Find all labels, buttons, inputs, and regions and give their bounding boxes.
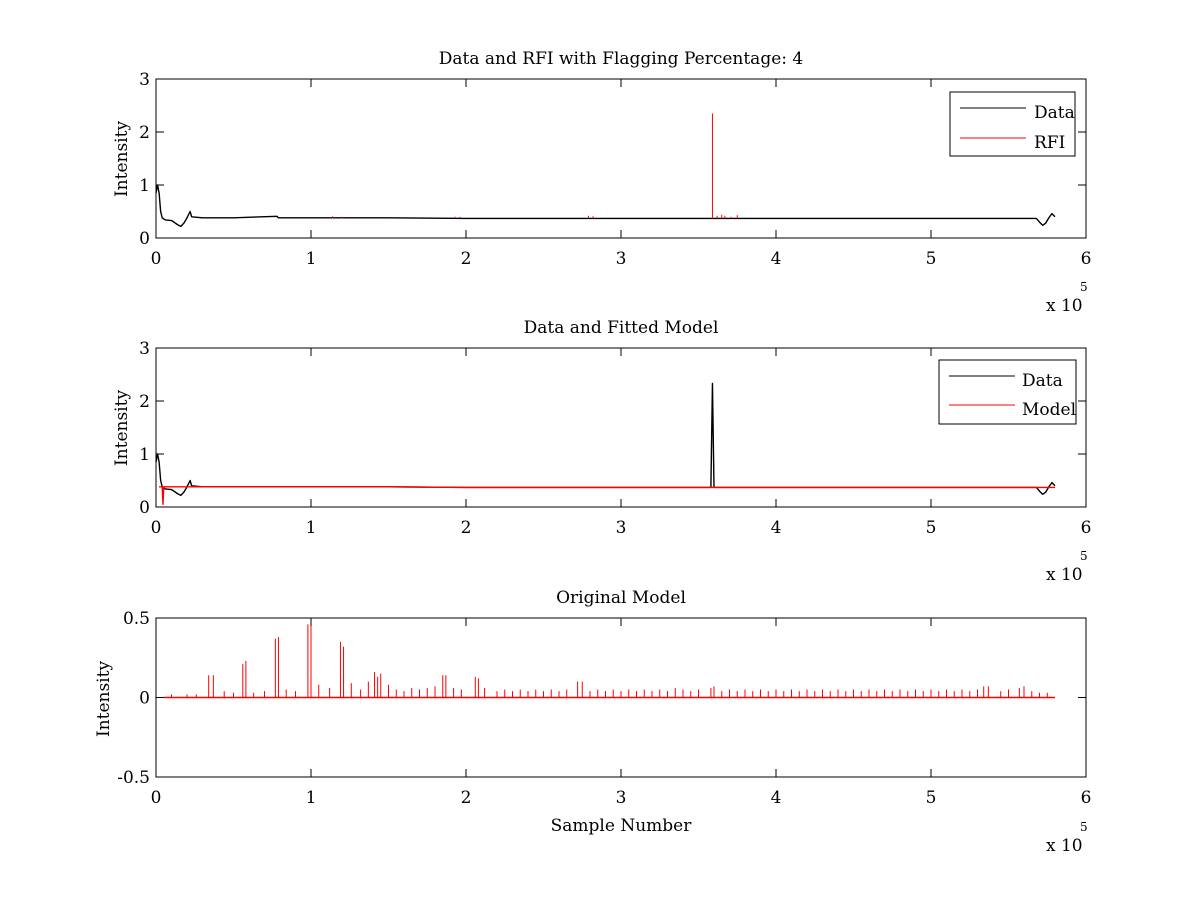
x-tick-label: 3 [616,249,627,269]
legend-box [949,91,1076,157]
series-1 [159,486,1055,506]
y-tick-label: 1 [139,445,150,465]
y-tick-label: 2 [139,123,150,143]
y-tick-label: -0.5 [117,768,150,788]
x-tick-label: 4 [771,518,782,538]
x-multiplier-exponent: 5 [1080,280,1088,294]
x-tick-label: 1 [306,788,317,808]
y-axis-label: Intensity [112,390,132,466]
x-multiplier-base: x 10 [1046,836,1083,856]
x-multiplier-exponent: 5 [1080,549,1088,563]
x-tick-label: 5 [926,518,937,538]
y-tick-label: 3 [139,70,150,90]
x-multiplier-exponent: 5 [1080,820,1088,834]
x-tick-label: 4 [771,788,782,808]
legend-label-data: Data [1034,103,1075,123]
x-tick-label: 2 [461,518,472,538]
y-tick-label: 2 [139,392,150,412]
x-tick-label: 5 [926,249,937,269]
subplot-title: Data and Fitted Model [524,318,719,338]
x-multiplier-base: x 10 [1046,296,1083,316]
series-line [159,486,1055,506]
y-tick-label: 0.5 [123,609,150,629]
x-tick-label: 1 [306,518,317,538]
y-tick-label: 0 [139,498,150,518]
legend-label-model: Model [1022,400,1076,420]
legend: Data RFI [949,91,1076,157]
y-axis-label: Intensity [112,121,132,197]
legend-box [938,359,1077,425]
series-0 [163,624,1055,699]
y-tick-label: 0 [139,689,150,709]
subplot-original-model: Original Model Intensity Sample Number 0… [94,588,1091,856]
x-axis-label: Sample Number [551,816,693,836]
x-tick-label: 0 [151,249,162,269]
x-tick-label: 5 [926,788,937,808]
legend: Data Model [938,359,1077,425]
legend-label-data: Data [1022,371,1063,391]
x-tick-label: 2 [461,788,472,808]
subplot-title: Data and RFI with Flagging Percentage: 4 [439,49,803,69]
x-tick-label: 2 [461,249,472,269]
y-tick-label: 3 [139,339,150,359]
y-tick-label: 1 [139,176,150,196]
x-tick-label: 0 [151,788,162,808]
x-tick-label: 3 [616,788,627,808]
x-tick-label: 0 [151,518,162,538]
series-line [155,184,1056,228]
series-0 [155,184,1056,228]
y-tick-label: 0 [139,229,150,249]
x-tick-label: 6 [1081,249,1092,269]
subplot-data-and-rfi: Data and RFI with Flagging Percentage: 4… [112,49,1091,316]
x-tick-label: 6 [1081,788,1092,808]
x-tick-label: 1 [306,249,317,269]
series-1 [332,113,738,219]
subplot-title: Original Model [556,588,686,608]
x-tick-label: 4 [771,249,782,269]
x-tick-label: 6 [1081,518,1092,538]
x-multiplier-base: x 10 [1046,565,1083,585]
y-axis-label: Intensity [94,661,114,737]
subplot-data-and-fitted-model: Data and Fitted Model Intensity 0 1 2 3 4 5 6 0… [112,318,1091,585]
x-tick-label: 3 [616,518,627,538]
legend-label-rfi: RFI [1034,133,1065,153]
